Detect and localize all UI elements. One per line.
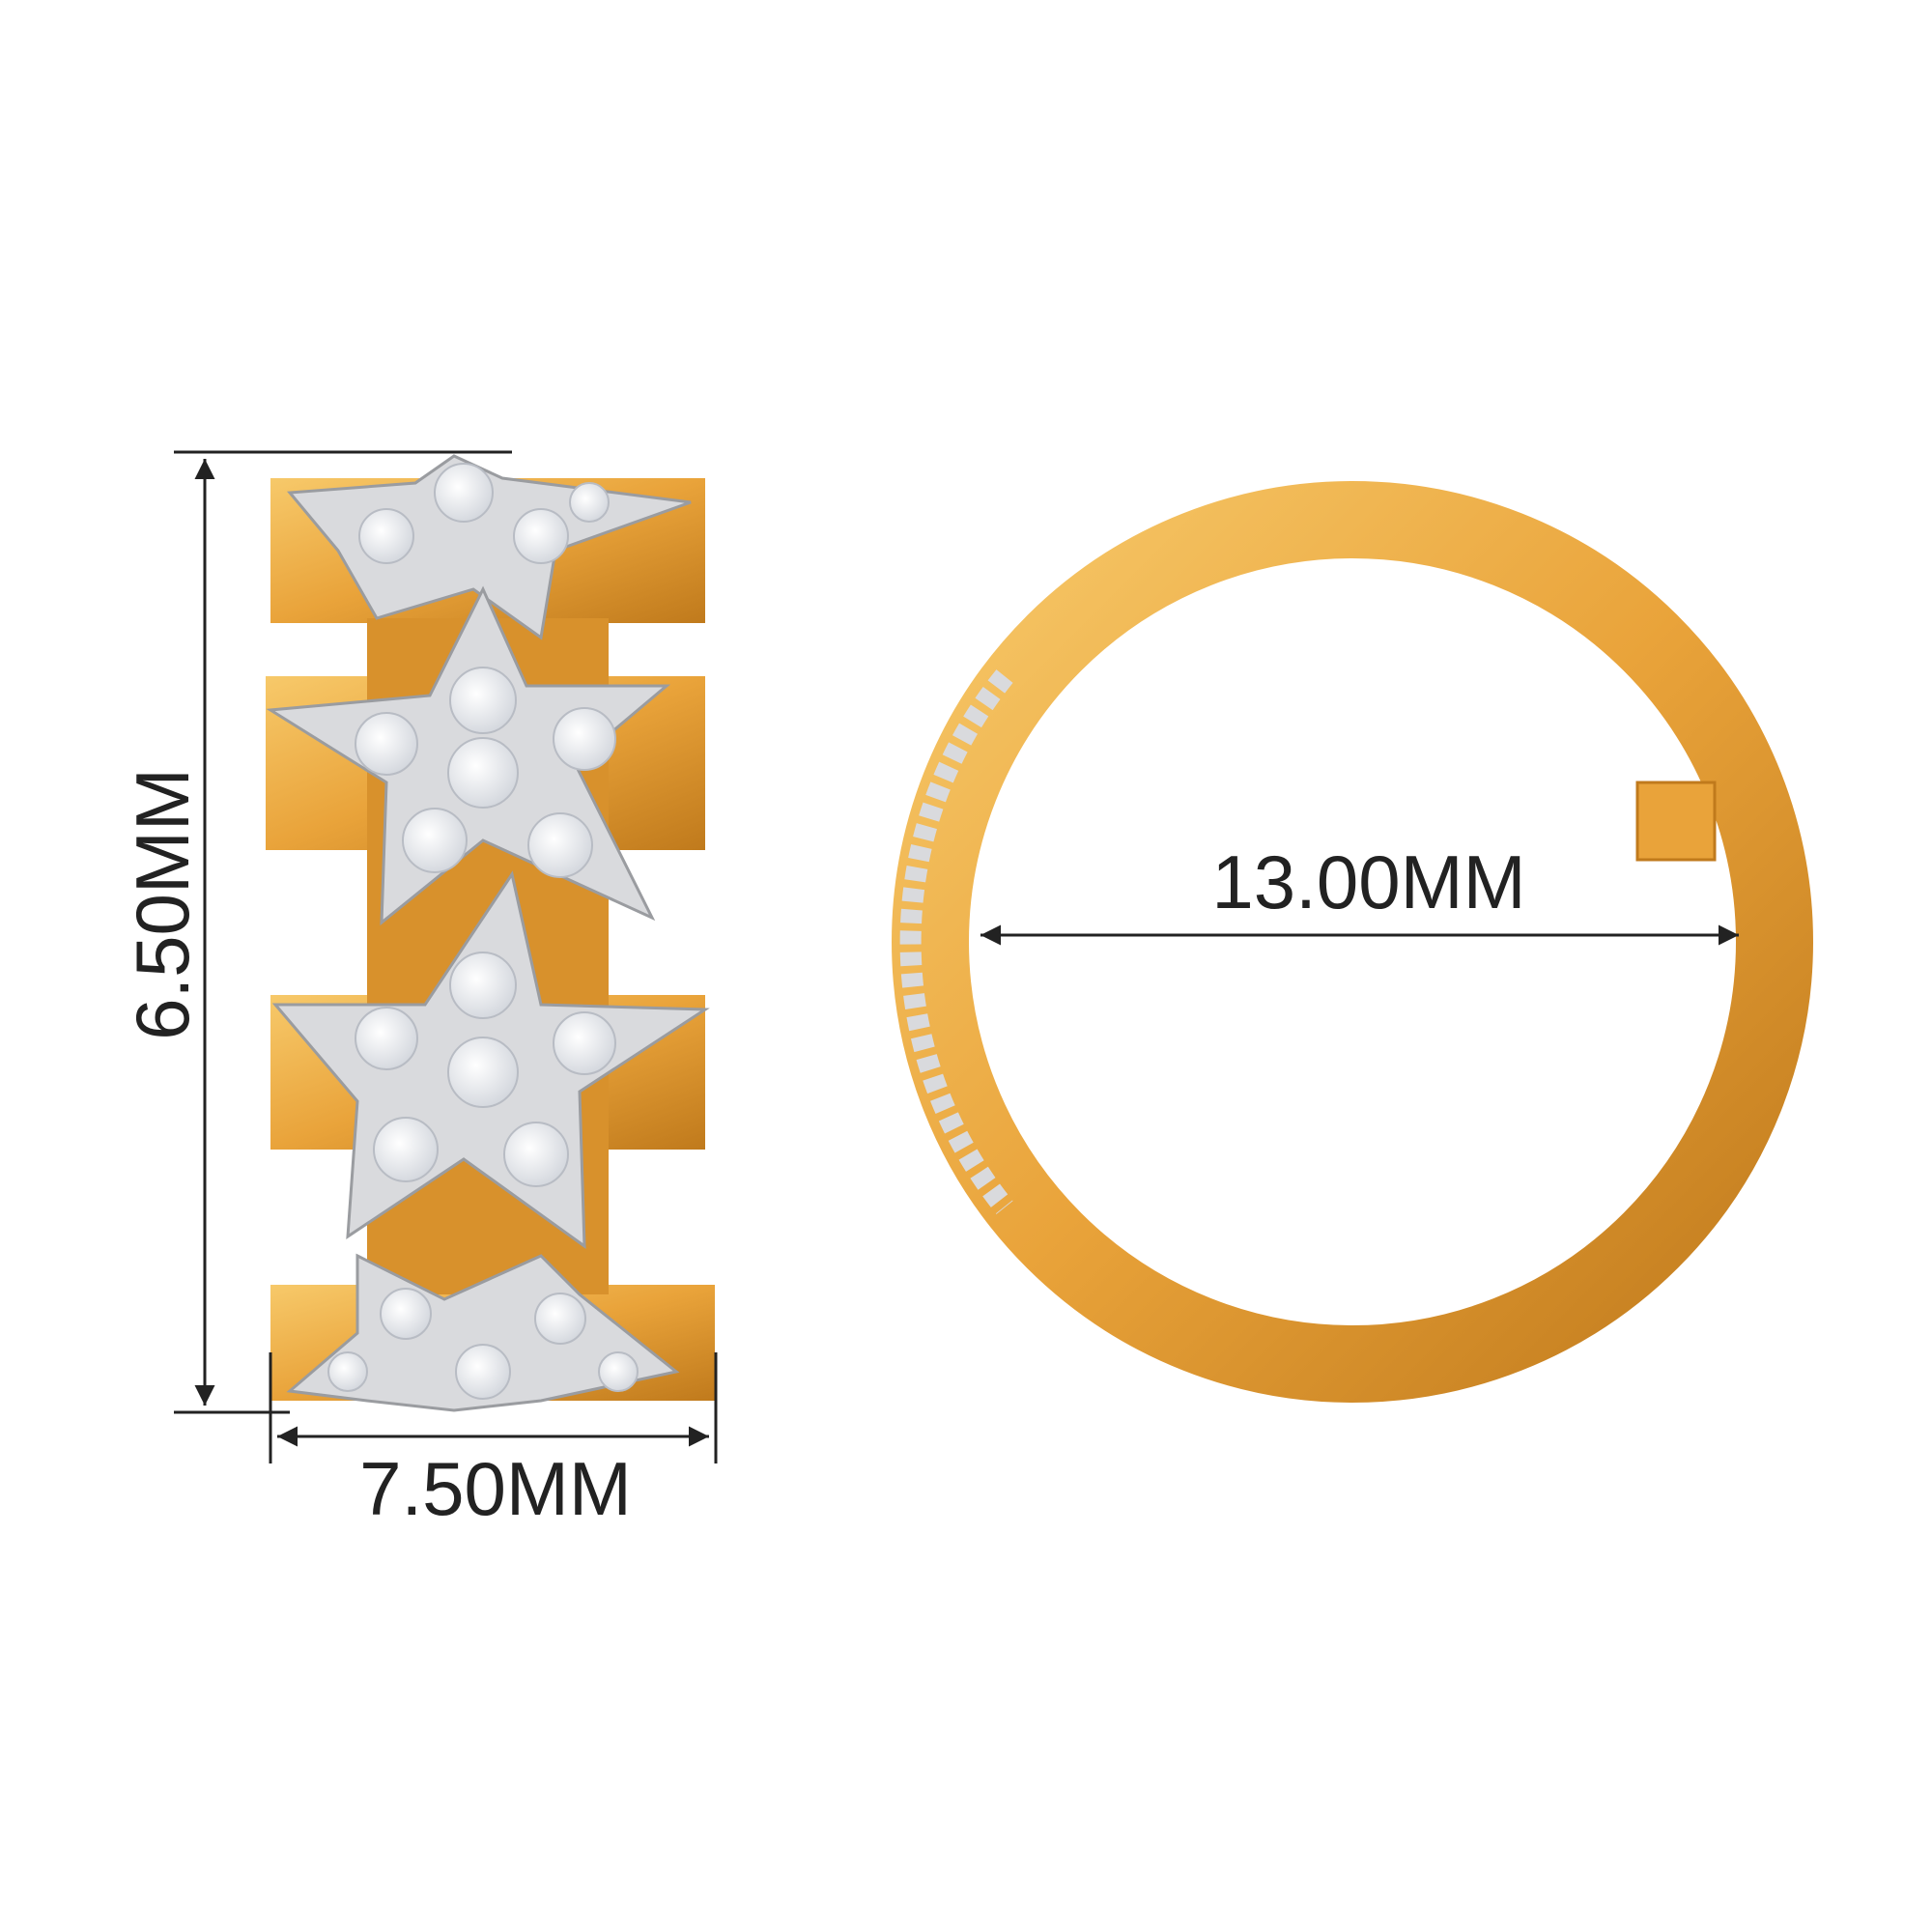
width-label: 7.50MM <box>359 1446 632 1531</box>
hoop-pave-edge <box>899 669 1013 1214</box>
earring-front-view <box>892 481 1813 1403</box>
height-label: 6.50MM <box>120 768 205 1040</box>
diamonds <box>327 463 639 1400</box>
star-bottom <box>286 1253 680 1412</box>
width-dimension <box>269 1352 718 1463</box>
hoop-ring <box>892 481 1813 1403</box>
earring-side-view <box>266 454 715 1412</box>
hoop-clasp-post <box>1635 781 1717 862</box>
diameter-label: 13.00MM <box>1211 839 1525 924</box>
